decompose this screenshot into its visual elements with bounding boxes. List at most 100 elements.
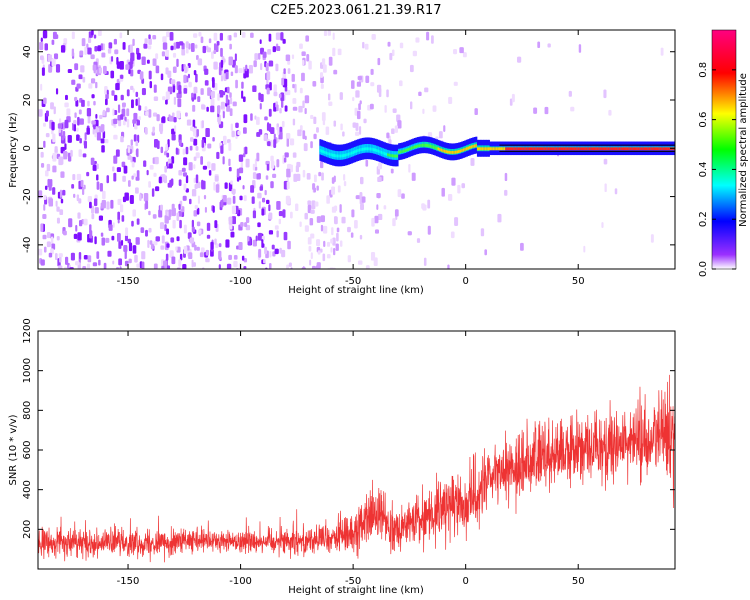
spectrogram-cell bbox=[195, 152, 200, 159]
spectrogram-cell bbox=[51, 121, 55, 131]
signal-cell bbox=[346, 153, 349, 157]
spectrogram-cell bbox=[160, 73, 164, 81]
spectrogram-cell bbox=[184, 66, 188, 74]
spectrogram-cell bbox=[176, 267, 181, 269]
colorbar-tick-label: 0.0 bbox=[698, 261, 709, 277]
spectrogram-cell bbox=[102, 190, 106, 200]
spectrogram-cell bbox=[391, 128, 395, 135]
spectrogram-cell bbox=[265, 160, 270, 166]
spectrogram-cell bbox=[106, 201, 110, 210]
signal-cell bbox=[625, 147, 628, 151]
spectrogram-cell bbox=[178, 85, 182, 94]
spectrogram-cell bbox=[384, 105, 387, 113]
spectrogram-cell bbox=[226, 263, 232, 269]
spectrogram-cell bbox=[371, 217, 375, 227]
spectrogram-cell bbox=[233, 255, 238, 260]
spectrogram-cell bbox=[286, 168, 291, 178]
spectrogram-cell bbox=[105, 98, 108, 106]
signal-cell bbox=[565, 147, 568, 151]
spectrogram-cell bbox=[336, 227, 340, 233]
spectrogram-cell bbox=[126, 89, 130, 97]
signal-cell bbox=[604, 147, 607, 151]
spectrogram-cell bbox=[195, 44, 198, 49]
spectrogram-cell bbox=[327, 93, 331, 101]
signal-cell bbox=[324, 150, 327, 154]
spectrogram-x-tick-label: -150 bbox=[117, 276, 140, 287]
spectrogram-cell bbox=[108, 224, 113, 231]
spectrogram-cell bbox=[161, 235, 165, 244]
spectrogram-cell bbox=[257, 192, 262, 199]
spectrogram-cell bbox=[48, 252, 53, 258]
spectrogram-cell bbox=[101, 52, 106, 58]
spectrogram-x-label: Height of straight line (km) bbox=[288, 285, 424, 296]
spectrogram-cell bbox=[355, 122, 359, 131]
spectrogram-cell bbox=[148, 38, 152, 45]
spectrogram-cell bbox=[266, 163, 270, 171]
spectrogram-cell bbox=[321, 58, 326, 66]
spectrogram-cell bbox=[202, 165, 208, 170]
spectrogram-cell bbox=[280, 32, 284, 41]
spectrogram-cell bbox=[296, 161, 301, 168]
spectrogram-cell bbox=[101, 237, 106, 246]
spectrogram-cell bbox=[93, 100, 96, 106]
spectrogram-cell bbox=[175, 41, 180, 49]
spectrogram-cell bbox=[101, 145, 105, 153]
spectrogram-cell bbox=[322, 225, 328, 234]
spectrogram-cell bbox=[98, 215, 104, 221]
spectrogram-cell bbox=[125, 227, 129, 237]
signal-cell bbox=[453, 150, 456, 154]
spectrogram-cell bbox=[153, 96, 159, 101]
spectrogram-cell bbox=[71, 184, 75, 189]
spectrogram-cell bbox=[130, 57, 134, 65]
spectrogram-cell bbox=[357, 260, 363, 265]
spectrogram-cell bbox=[237, 130, 241, 136]
signal-cell bbox=[549, 147, 552, 151]
spectrogram-cell bbox=[167, 182, 173, 188]
colorbar-gradient bbox=[711, 29, 737, 270]
signal-cell bbox=[543, 147, 546, 151]
spectrogram-cell bbox=[94, 132, 98, 138]
spectrogram-cell bbox=[270, 160, 275, 169]
spectrogram-cell bbox=[121, 161, 126, 168]
signal-cell bbox=[601, 147, 604, 151]
signal-cell bbox=[472, 144, 475, 148]
spectrogram-cell bbox=[136, 170, 140, 178]
spectrogram-cell bbox=[202, 45, 207, 54]
signal-cell bbox=[617, 147, 620, 151]
spectrogram-cell bbox=[154, 156, 159, 165]
spectrogram-cell bbox=[504, 172, 508, 182]
signal-cell bbox=[357, 149, 360, 153]
spectrogram-cell bbox=[377, 213, 383, 221]
spectrogram-cell bbox=[148, 109, 152, 118]
spectrogram-cell bbox=[112, 222, 115, 228]
spectrogram-cell bbox=[219, 32, 223, 41]
signal-cell bbox=[517, 147, 520, 151]
spectrogram-cell bbox=[43, 246, 47, 253]
spectrogram-cell bbox=[284, 86, 288, 92]
spectrogram-cell bbox=[342, 131, 345, 137]
spectrogram-cell bbox=[185, 41, 189, 48]
spectrogram-cell bbox=[448, 96, 453, 104]
signal-cell bbox=[458, 150, 461, 153]
spectrogram-cell bbox=[190, 126, 195, 131]
signal-cell bbox=[576, 147, 579, 151]
spectrogram-cell bbox=[183, 224, 187, 234]
spectrogram-cell bbox=[199, 252, 204, 258]
colorbar-tick-label: 0.2 bbox=[698, 211, 709, 227]
spectrogram-cell bbox=[51, 58, 56, 67]
spectrogram-cell bbox=[226, 86, 230, 94]
spectrogram-cell bbox=[179, 253, 183, 261]
spectrogram-cell bbox=[172, 219, 176, 229]
spectrogram-cell bbox=[50, 236, 54, 246]
spectrogram-cell bbox=[533, 107, 538, 114]
spectrogram-cell bbox=[87, 255, 92, 263]
spectrogram-cell bbox=[42, 234, 47, 240]
spectrogram-cell bbox=[287, 60, 291, 65]
signal-cell bbox=[639, 147, 642, 151]
spectrogram-cell bbox=[107, 48, 112, 54]
spectrogram-cell bbox=[196, 129, 199, 137]
signal-cell bbox=[352, 150, 355, 154]
spectrogram-cell bbox=[301, 72, 305, 82]
spectrogram-cell bbox=[213, 49, 217, 54]
spectrogram-cell bbox=[127, 146, 131, 153]
